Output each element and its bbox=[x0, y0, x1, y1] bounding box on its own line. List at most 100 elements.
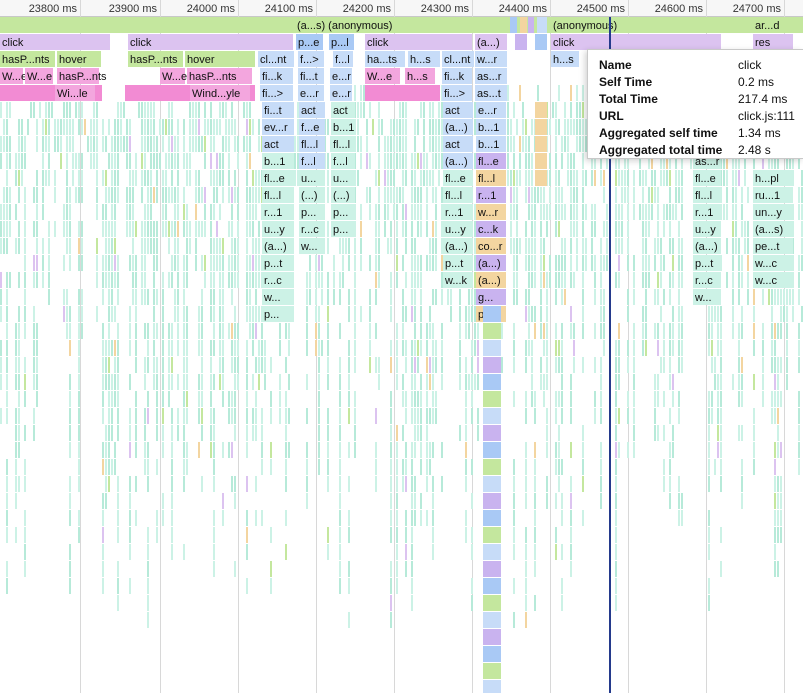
flame-bar[interactable] bbox=[216, 170, 218, 186]
flame-bar[interactable] bbox=[213, 374, 215, 390]
flame-bar[interactable] bbox=[6, 289, 8, 305]
flame-bar[interactable] bbox=[501, 323, 503, 339]
flame-bar[interactable] bbox=[753, 204, 793, 220]
flame-bar[interactable] bbox=[582, 136, 584, 152]
flame-bar[interactable] bbox=[192, 119, 194, 135]
flame-bar[interactable] bbox=[582, 85, 584, 101]
flame-bar[interactable] bbox=[801, 170, 803, 186]
flame-bar[interactable] bbox=[177, 289, 179, 305]
flame-bar[interactable] bbox=[402, 340, 404, 356]
flame-bar[interactable] bbox=[369, 323, 371, 339]
flame-bar[interactable] bbox=[393, 119, 395, 135]
flame-bar[interactable] bbox=[429, 136, 431, 152]
flame-bar[interactable] bbox=[522, 119, 524, 135]
flame-bar[interactable] bbox=[450, 289, 452, 305]
flame-bar[interactable] bbox=[234, 119, 236, 135]
flame-bar[interactable] bbox=[234, 187, 236, 203]
flame-bar[interactable] bbox=[405, 119, 407, 135]
flame-bar[interactable] bbox=[81, 238, 83, 254]
flame-bar[interactable] bbox=[525, 238, 527, 254]
flame-bar[interactable] bbox=[153, 289, 155, 305]
flame-bar[interactable] bbox=[441, 289, 443, 305]
flame-bar[interactable] bbox=[6, 340, 8, 356]
flame-bar[interactable] bbox=[249, 153, 251, 169]
flame-bar[interactable] bbox=[477, 323, 479, 339]
flame-bar[interactable] bbox=[573, 153, 575, 169]
flame-bar[interactable] bbox=[738, 255, 740, 271]
flame-bar[interactable] bbox=[186, 323, 188, 339]
flame-bar[interactable] bbox=[642, 255, 644, 271]
flame-bar[interactable] bbox=[9, 204, 11, 220]
flame-bar[interactable] bbox=[69, 408, 71, 424]
flame-bar[interactable] bbox=[78, 476, 80, 492]
flame-bar[interactable] bbox=[210, 442, 212, 458]
flame-bar[interactable] bbox=[117, 527, 119, 543]
flame-bar[interactable] bbox=[222, 493, 224, 509]
flame-bar[interactable] bbox=[315, 340, 317, 356]
flame-bar[interactable] bbox=[513, 289, 515, 305]
flame-bar[interactable] bbox=[249, 119, 251, 135]
flame-bar[interactable] bbox=[342, 272, 344, 288]
flame-bar[interactable] bbox=[27, 119, 29, 135]
flame-bar[interactable] bbox=[420, 153, 422, 169]
flame-bar[interactable] bbox=[423, 136, 425, 152]
flame-bar[interactable] bbox=[298, 51, 324, 67]
flame-bar[interactable] bbox=[114, 204, 116, 220]
flame-bar[interactable] bbox=[279, 391, 281, 407]
flame-bar[interactable] bbox=[474, 289, 476, 305]
flame-bar[interactable] bbox=[162, 289, 164, 305]
flame-bar[interactable] bbox=[147, 527, 149, 543]
flame-bar[interactable] bbox=[237, 153, 239, 169]
flame-bar[interactable] bbox=[299, 153, 325, 169]
flame-bar[interactable] bbox=[732, 306, 734, 322]
flame-bar[interactable] bbox=[171, 476, 173, 492]
flame-bar[interactable] bbox=[210, 272, 212, 288]
flame-bar[interactable] bbox=[327, 238, 329, 254]
flame-bar[interactable] bbox=[24, 476, 26, 492]
flame-bar[interactable] bbox=[183, 408, 185, 424]
flame-bar[interactable] bbox=[777, 408, 779, 424]
flame-bar[interactable] bbox=[81, 323, 83, 339]
flame-bar[interactable] bbox=[390, 357, 392, 373]
flame-bar[interactable] bbox=[231, 289, 233, 305]
flame-bar[interactable] bbox=[798, 153, 800, 169]
flame-bar[interactable] bbox=[318, 425, 320, 441]
flame-bar[interactable] bbox=[168, 272, 170, 288]
flame-bar[interactable] bbox=[411, 170, 413, 186]
flame-bar[interactable] bbox=[711, 306, 713, 322]
flame-bar[interactable] bbox=[414, 272, 416, 288]
flame-bar[interactable] bbox=[720, 476, 722, 492]
flame-bar[interactable] bbox=[198, 408, 200, 424]
flame-bar[interactable] bbox=[405, 544, 407, 560]
flame-bar[interactable] bbox=[660, 272, 662, 288]
flame-bar[interactable] bbox=[735, 170, 737, 186]
flame-bar[interactable] bbox=[663, 476, 665, 492]
flame-bar[interactable] bbox=[66, 102, 68, 118]
flame-bar[interactable] bbox=[165, 221, 167, 237]
flame-bar[interactable] bbox=[690, 153, 692, 169]
flame-bar[interactable] bbox=[348, 408, 350, 424]
flame-bar[interactable] bbox=[345, 238, 347, 254]
flame-bar[interactable] bbox=[768, 289, 770, 305]
flame-bar[interactable] bbox=[55, 85, 95, 101]
flame-bar[interactable] bbox=[414, 306, 416, 322]
flame-bar[interactable] bbox=[618, 204, 620, 220]
flame-bar[interactable] bbox=[162, 442, 164, 458]
flame-bar[interactable] bbox=[318, 340, 320, 356]
flame-bar[interactable] bbox=[375, 442, 377, 458]
flame-bar[interactable] bbox=[513, 510, 515, 526]
flame-bar[interactable] bbox=[387, 170, 389, 186]
flame-bar[interactable] bbox=[210, 306, 212, 322]
flame-bar[interactable] bbox=[720, 527, 722, 543]
flame-bar[interactable] bbox=[33, 374, 35, 390]
flame-bar[interactable] bbox=[442, 85, 472, 101]
flame-bar[interactable] bbox=[246, 289, 248, 305]
flame-bar[interactable] bbox=[540, 357, 542, 373]
flame-bar[interactable] bbox=[147, 578, 149, 594]
flame-bar[interactable] bbox=[126, 187, 128, 203]
flame-bar[interactable] bbox=[528, 340, 530, 356]
flame-bar[interactable] bbox=[513, 476, 515, 492]
flame-bar[interactable] bbox=[366, 153, 368, 169]
flame-bar[interactable] bbox=[432, 323, 434, 339]
flame-bar[interactable] bbox=[390, 425, 392, 441]
